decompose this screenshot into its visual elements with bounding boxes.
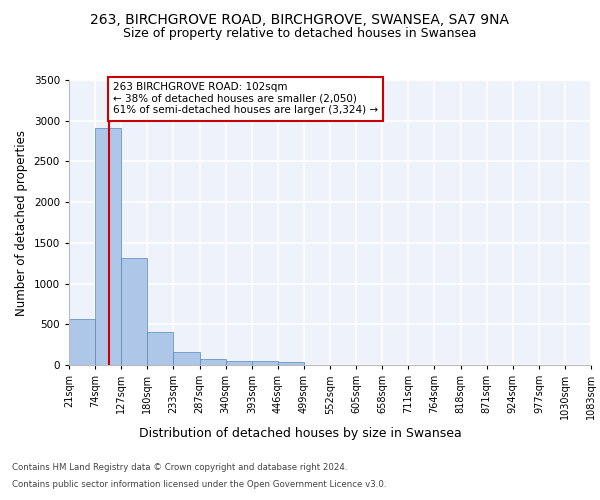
Bar <box>200 359 226 365</box>
Bar <box>147 332 173 365</box>
Bar <box>173 352 200 365</box>
Bar <box>95 128 121 365</box>
Text: Contains HM Land Registry data © Crown copyright and database right 2024.: Contains HM Land Registry data © Crown c… <box>12 462 347 471</box>
Text: 263 BIRCHGROVE ROAD: 102sqm
← 38% of detached houses are smaller (2,050)
61% of : 263 BIRCHGROVE ROAD: 102sqm ← 38% of det… <box>113 82 378 116</box>
Y-axis label: Number of detached properties: Number of detached properties <box>15 130 28 316</box>
Bar <box>278 362 304 365</box>
Text: Distribution of detached houses by size in Swansea: Distribution of detached houses by size … <box>139 428 461 440</box>
Bar <box>69 318 95 365</box>
Bar <box>226 360 252 365</box>
Text: Size of property relative to detached houses in Swansea: Size of property relative to detached ho… <box>123 28 477 40</box>
Bar <box>252 362 278 365</box>
Bar <box>121 258 147 365</box>
Text: 263, BIRCHGROVE ROAD, BIRCHGROVE, SWANSEA, SA7 9NA: 263, BIRCHGROVE ROAD, BIRCHGROVE, SWANSE… <box>91 12 509 26</box>
Text: Contains public sector information licensed under the Open Government Licence v3: Contains public sector information licen… <box>12 480 386 489</box>
